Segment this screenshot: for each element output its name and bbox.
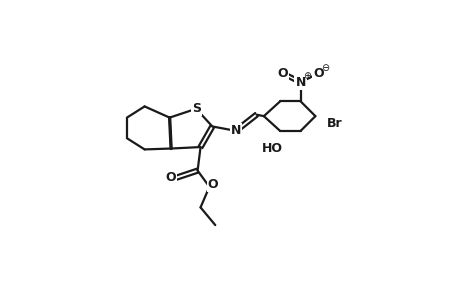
Text: O: O (277, 67, 288, 80)
Text: N: N (295, 76, 305, 89)
Text: O: O (312, 67, 323, 80)
Text: Br: Br (326, 117, 341, 130)
Text: N: N (230, 124, 241, 137)
Text: HO: HO (262, 142, 283, 155)
Text: O: O (207, 178, 218, 191)
Text: O: O (165, 172, 176, 184)
Text: ⊕: ⊕ (302, 71, 311, 81)
Text: ⊖: ⊖ (320, 63, 328, 73)
Text: S: S (191, 102, 200, 115)
